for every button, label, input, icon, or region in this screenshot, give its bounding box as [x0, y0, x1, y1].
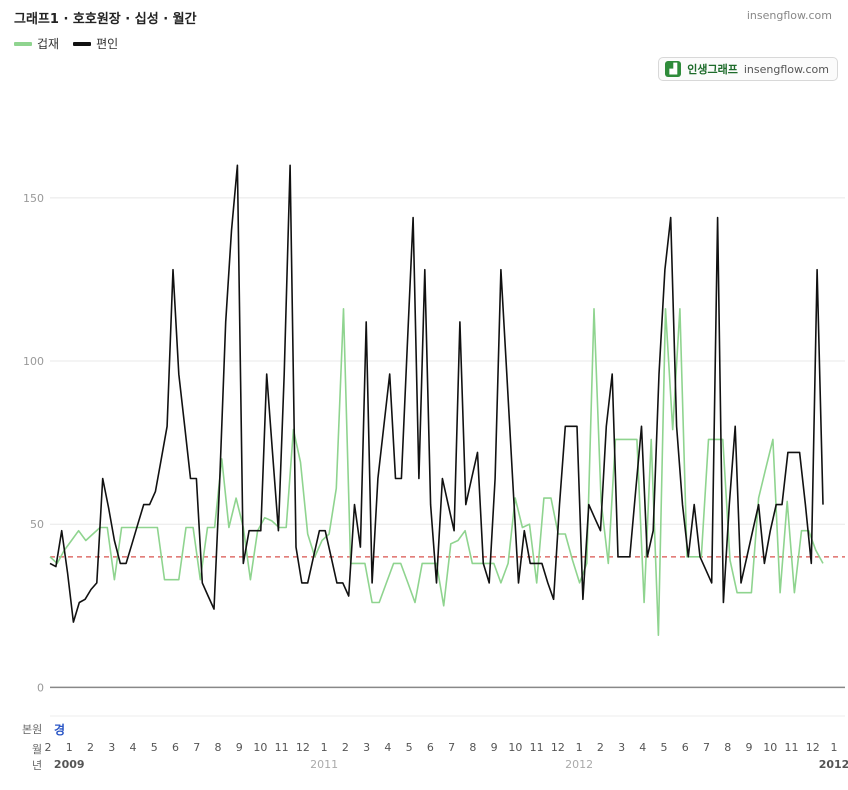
legend-label-series-1: 겁재: [37, 37, 60, 51]
legend-swatch-series-2: [73, 41, 92, 46]
x-month-label: 10: [508, 741, 522, 754]
legend-item-series-2[interactable]: 편인: [73, 35, 118, 52]
x-month-label: 6: [427, 741, 434, 754]
y-tick-label: 0: [37, 681, 44, 694]
x-month-label: 1: [66, 741, 73, 754]
legend: 겁재 편인: [14, 35, 118, 52]
x-month-label: 2: [597, 741, 604, 754]
x-month-label: 5: [406, 741, 413, 754]
x-month-label: 12: [806, 741, 820, 754]
x-month-label: 6: [682, 741, 689, 754]
x-month-label: 2: [342, 741, 349, 754]
badge-site-label: insengflow.com: [743, 62, 829, 76]
x-month-label: 9: [236, 741, 243, 754]
x-month-label: 7: [193, 741, 200, 754]
axis-row2-label: 월: [32, 743, 43, 756]
legend-swatch-series-1: [14, 41, 32, 46]
series-line-2: [49, 164, 824, 623]
x-month-label: 4: [384, 741, 391, 754]
legend-label-series-2: 편인: [96, 37, 119, 51]
x-month-label: 3: [618, 741, 625, 754]
x-month-label: 3: [363, 741, 370, 754]
x-year-label: 2012: [819, 758, 848, 771]
x-month-label: 1: [321, 741, 328, 754]
y-tick-label: 100: [23, 355, 44, 368]
x-year-label: 2012: [565, 758, 593, 771]
x-month-label: 2: [45, 741, 52, 754]
x-month-label: 4: [129, 741, 136, 754]
axis-row1-value: 경: [54, 723, 66, 737]
x-month-label: 11: [275, 741, 289, 754]
x-month-label: 3: [108, 741, 115, 754]
x-month-label: 7: [448, 741, 455, 754]
x-month-label: 7: [703, 741, 710, 754]
y-tick-label: 50: [30, 518, 44, 531]
x-month-label: 9: [491, 741, 498, 754]
x-month-label: 1: [831, 741, 838, 754]
site-label[interactable]: insengflow.com: [746, 9, 832, 22]
x-month-label: 9: [746, 741, 753, 754]
x-month-label: 8: [469, 741, 476, 754]
x-month-label: 4: [639, 741, 646, 754]
badge-brand-label: 인생그래프: [687, 63, 738, 76]
x-month-label: 12: [296, 741, 310, 754]
x-month-label: 10: [253, 741, 267, 754]
x-year-label: 2011: [310, 758, 338, 771]
x-month-label: 5: [151, 741, 158, 754]
x-month-label: 11: [530, 741, 544, 754]
x-month-label: 10: [763, 741, 777, 754]
x-month-label: 2: [87, 741, 94, 754]
x-month-label: 12: [551, 741, 565, 754]
x-month-label: 8: [214, 741, 221, 754]
x-month-label: 5: [661, 741, 668, 754]
x-month-label: 11: [785, 741, 799, 754]
axis-row3-label: 년: [32, 759, 43, 772]
x-year-label: 2009: [54, 758, 85, 771]
legend-item-series-1[interactable]: 겁재: [14, 35, 59, 52]
x-month-label: 1: [576, 741, 583, 754]
chart-title: 그래프1 · 호호원장 · 십성 · 월간: [14, 12, 197, 27]
axis-row1-label: 본원: [22, 723, 43, 736]
y-tick-label: 150: [23, 192, 44, 205]
brand-badge[interactable]: ▟ 인생그래프 insengflow.com: [658, 57, 838, 81]
x-month-label: 8: [724, 741, 731, 754]
chart-logo-icon: ▟: [665, 61, 682, 77]
series-line-1: [49, 307, 824, 637]
x-month-label: 6: [172, 741, 179, 754]
